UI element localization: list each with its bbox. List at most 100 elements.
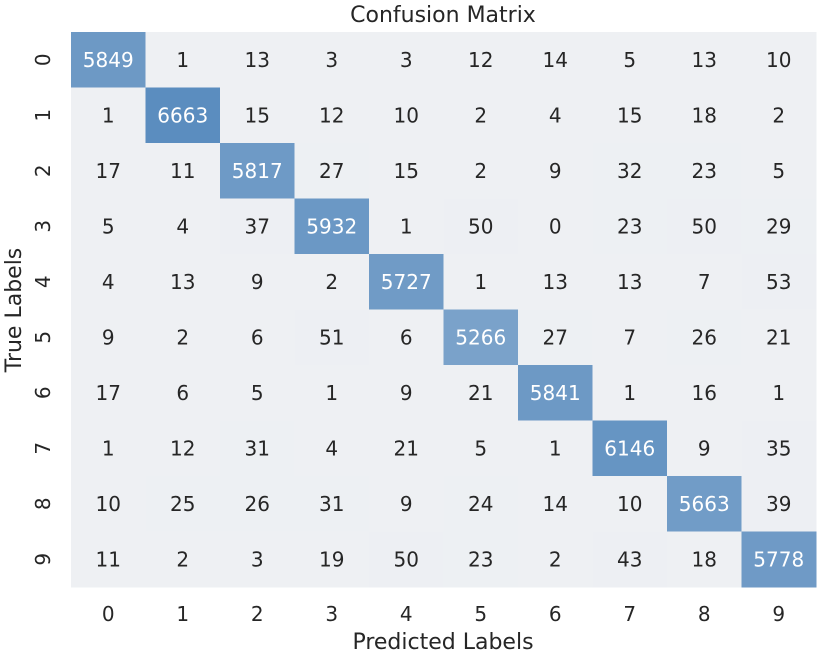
heatmap-cell <box>443 365 519 421</box>
cell-value-label: 5 <box>102 214 115 238</box>
cell-value-label: 4 <box>549 103 562 127</box>
cell-value-label: 19 <box>319 547 344 571</box>
y-axis-label: True Labels <box>2 248 27 374</box>
cell-value-label: 6 <box>176 381 189 405</box>
cell-value-label: 2 <box>474 103 487 127</box>
cell-value-label: 1 <box>176 48 189 72</box>
heatmap-cell <box>443 143 519 199</box>
heatmap-cell <box>145 476 221 532</box>
cell-value-label: 2 <box>549 547 562 571</box>
cell-value-label: 31 <box>319 492 344 516</box>
cell-value-label: 29 <box>766 214 791 238</box>
heatmap-cell <box>220 32 295 88</box>
cell-value-label: 1 <box>400 214 413 238</box>
cell-value-label: 13 <box>170 270 195 294</box>
heatmap-cell <box>443 254 519 310</box>
x-tick-label: 9 <box>772 602 785 626</box>
cell-value-label: 21 <box>766 325 791 349</box>
heatmap-cell <box>667 254 742 310</box>
cell-value-label: 14 <box>543 492 568 516</box>
heatmap-cell <box>518 531 593 588</box>
y-tick-label: 1 <box>31 109 55 122</box>
heatmap-cell <box>220 476 295 532</box>
cell-value-label: 21 <box>394 436 419 460</box>
heatmap-cell <box>741 476 817 532</box>
heatmap-cell <box>667 198 742 255</box>
heatmap-cell <box>443 531 519 588</box>
cell-value-label: 35 <box>766 436 791 460</box>
cell-value-label: 1 <box>549 436 562 460</box>
cell-value-label: 13 <box>543 270 568 294</box>
cell-value-label: 0 <box>549 214 562 238</box>
cell-value-label: 4 <box>325 436 338 460</box>
cell-value-label: 13 <box>692 48 717 72</box>
cell-value-label: 5817 <box>232 159 283 183</box>
cell-value-label: 3 <box>251 547 264 571</box>
heatmap-cell <box>369 365 444 421</box>
heatmap-cell <box>667 420 742 477</box>
y-tick-label: 3 <box>31 220 55 233</box>
cell-value-label: 23 <box>617 214 642 238</box>
heatmap-cell <box>294 32 370 88</box>
cell-value-label: 9 <box>698 436 711 460</box>
heatmap-cell <box>369 309 444 366</box>
heatmap-cell <box>294 309 370 366</box>
heatmap-cell <box>220 365 295 421</box>
x-tick-label: 2 <box>251 602 264 626</box>
heatmap-cell <box>443 87 519 144</box>
heatmap-cell <box>369 254 444 310</box>
heatmap-cell <box>741 87 817 144</box>
heatmap-cell <box>741 254 817 310</box>
cell-value-label: 9 <box>400 381 413 405</box>
cell-value-label: 1 <box>325 381 338 405</box>
cell-value-label: 18 <box>692 547 717 571</box>
heatmap-cell <box>220 143 295 199</box>
heatmap-cell <box>518 143 593 199</box>
y-tick-label: 4 <box>31 275 55 288</box>
cell-value-label: 26 <box>245 492 270 516</box>
heatmap-cell <box>145 254 221 310</box>
cell-value-label: 43 <box>617 547 642 571</box>
heatmap-cell <box>369 198 444 255</box>
heatmap-cell <box>518 309 593 366</box>
heatmap-cell <box>667 32 742 88</box>
cell-value-label: 4 <box>176 214 189 238</box>
cell-value-label: 26 <box>692 325 717 349</box>
cell-value-label: 14 <box>543 48 568 72</box>
heatmap-cell <box>667 365 742 421</box>
cell-value-label: 50 <box>468 214 493 238</box>
heatmap-cell <box>145 32 221 88</box>
heatmap-cell <box>220 87 295 144</box>
heatmap-cell <box>592 309 668 366</box>
heatmap-cell <box>369 420 444 477</box>
heatmap-cell <box>71 531 146 588</box>
heatmap-cell <box>667 143 742 199</box>
chart-title: Confusion Matrix <box>350 3 536 28</box>
heatmap-cell <box>518 87 593 144</box>
heatmap-cell <box>294 143 370 199</box>
heatmap-cell <box>369 143 444 199</box>
cell-value-label: 5 <box>251 381 264 405</box>
cell-value-label: 17 <box>96 381 121 405</box>
cell-value-label: 9 <box>251 270 264 294</box>
cell-value-label: 5 <box>772 159 785 183</box>
x-tick-label: 4 <box>400 602 413 626</box>
heatmap-cell <box>145 420 221 477</box>
heatmap-cell <box>667 309 742 366</box>
heatmap-cell <box>145 198 221 255</box>
cell-value-label: 5778 <box>753 547 804 571</box>
heatmap-cell <box>518 198 593 255</box>
cell-value-label: 27 <box>543 325 568 349</box>
heatmap-cell <box>369 476 444 532</box>
heatmap-cell <box>592 32 668 88</box>
heatmap-cell <box>71 420 146 477</box>
cell-value-label: 23 <box>468 547 493 571</box>
heatmap-cell <box>741 309 817 366</box>
heatmap-cell <box>220 198 295 255</box>
heatmap-cell <box>592 143 668 199</box>
cell-value-label: 5932 <box>306 214 357 238</box>
y-tick-label: 9 <box>31 553 55 566</box>
cell-value-label: 9 <box>549 159 562 183</box>
heatmap-cell <box>592 198 668 255</box>
heatmap-cell <box>220 254 295 310</box>
